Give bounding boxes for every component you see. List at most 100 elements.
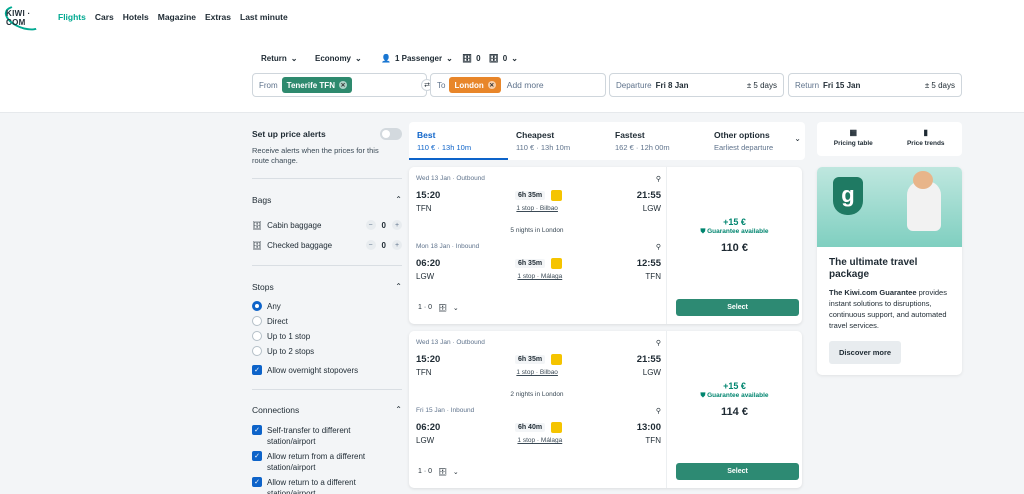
- arrival-airport: TFN: [645, 436, 661, 445]
- result-card[interactable]: Wed 13 Jan · Outbound ⚲ 15:20 6h 35m 21:…: [409, 331, 802, 488]
- nights-separator: 2 nights in London: [510, 391, 564, 398]
- chevron-up-icon[interactable]: ⌃: [395, 195, 402, 204]
- stops-direct[interactable]: Direct: [252, 316, 402, 326]
- return-to-checkbox[interactable]: ✓ Allow return to a different station/air…: [252, 477, 402, 494]
- guarantee-price: +15 €: [723, 381, 746, 391]
- check-icon[interactable]: ✓: [252, 365, 262, 375]
- select-button[interactable]: Select: [676, 463, 799, 480]
- plus-icon[interactable]: +: [392, 240, 402, 250]
- to-field[interactable]: To London ✕ Add more: [430, 73, 606, 97]
- nav-hotels[interactable]: Hotels: [122, 12, 149, 22]
- add-more-input[interactable]: Add more: [506, 80, 544, 90]
- bags-count: 1 · 0: [418, 468, 433, 475]
- radio[interactable]: [252, 316, 262, 326]
- nav-extras[interactable]: Extras: [205, 12, 232, 22]
- self-transfer-checkbox[interactable]: ✓ Self-transfer to different station/airp…: [252, 425, 402, 447]
- stop-info[interactable]: 1 stop · Málaga: [517, 437, 563, 444]
- tab-other-options[interactable]: Other options Earliest departure ⌄: [706, 122, 805, 160]
- nav-cars[interactable]: Cars: [94, 12, 114, 22]
- total-price: 114 €: [721, 406, 748, 418]
- nav-flights[interactable]: Flights: [58, 12, 86, 22]
- departure-field[interactable]: Departure Fri 8 Jan ± 5 days: [609, 73, 784, 97]
- cabin-select[interactable]: Economy ⌄: [315, 54, 362, 63]
- tab-cheapest[interactable]: Cheapest 110 € · 13h 10m: [508, 122, 607, 160]
- stop-info[interactable]: 1 stop · Málaga: [517, 273, 563, 280]
- chevron-down-icon: ⌄: [446, 54, 453, 63]
- leg-date: Mon 18 Jan: [416, 243, 450, 250]
- price-alerts-title: Set up price alerts: [252, 129, 326, 139]
- bags-summary[interactable]: 1 · 0 🗄 ⌄: [418, 468, 459, 476]
- chevron-up-icon[interactable]: ⌃: [395, 405, 402, 414]
- chevron-down-icon: ⌄: [452, 469, 459, 476]
- check-icon[interactable]: ✓: [252, 477, 262, 487]
- return-from-checkbox[interactable]: ✓ Allow return from a different station/a…: [252, 451, 402, 473]
- passengers-select[interactable]: 👤 1 Passenger ⌄: [381, 54, 453, 63]
- inbound-leg: Mon 18 Jan · Inbound ⚲ 06:20 6h 35m 12:5…: [416, 243, 661, 281]
- radio[interactable]: [252, 346, 262, 356]
- return-flex[interactable]: ± 5 days: [924, 80, 955, 90]
- return-to-label: Allow return to a different station/airp…: [267, 478, 356, 494]
- pin-icon[interactable]: ⚲: [655, 408, 661, 415]
- pin-icon[interactable]: ⚲: [655, 244, 661, 251]
- stops-up-to-1[interactable]: Up to 1 stop: [252, 331, 402, 341]
- result-card[interactable]: Wed 13 Jan · Outbound ⚲ 15:20 6h 35m 21:…: [409, 167, 802, 324]
- from-label: From: [259, 80, 278, 90]
- chevron-up-icon[interactable]: ⌃: [395, 282, 402, 291]
- checked-baggage-count: 0: [381, 240, 386, 250]
- pin-icon[interactable]: ⚲: [655, 340, 661, 347]
- plus-icon[interactable]: +: [392, 220, 402, 230]
- from-chip[interactable]: Tenerife TFN ✕: [281, 77, 352, 93]
- tab-best[interactable]: Best 110 € · 13h 10m: [409, 122, 508, 160]
- close-icon[interactable]: ✕: [338, 81, 347, 89]
- price-panel: +15 € ⛊ Guarantee available 114 € Select: [666, 331, 802, 488]
- minus-icon[interactable]: −: [365, 240, 376, 250]
- stop-info[interactable]: 1 stop · Bilbao: [516, 205, 558, 212]
- chevron-down-icon: ⌄: [794, 134, 801, 143]
- nav-magazine[interactable]: Magazine: [157, 12, 197, 22]
- pin-icon[interactable]: ⚲: [655, 176, 661, 183]
- arrival-time: 21:55: [636, 354, 661, 365]
- nights-separator: 5 nights in London: [510, 227, 564, 234]
- kiwi-logo[interactable]: KIWI · COM: [1, 0, 47, 36]
- return-field[interactable]: Return Fri 15 Jan ± 5 days: [788, 73, 962, 97]
- arrival-airport: TFN: [645, 272, 661, 281]
- bags-title: Bags: [252, 195, 272, 205]
- price-tools: ▦ Pricing table ▮ Price trends: [817, 122, 962, 156]
- chevron-down-icon: ⌄: [290, 54, 298, 63]
- tab-fastest[interactable]: Fastest 162 € · 12h 00m: [607, 122, 706, 160]
- stops-direct-label: Direct: [267, 316, 288, 326]
- stops-any[interactable]: Any: [252, 301, 402, 311]
- from-field[interactable]: From Tenerife TFN ✕: [252, 73, 427, 97]
- nav-last-minute[interactable]: Last minute: [240, 12, 288, 22]
- person-head: [913, 171, 933, 189]
- self-transfer-label: Self-transfer to different station/airpo…: [267, 426, 351, 446]
- grid-icon: ▦: [849, 128, 858, 137]
- price-alerts-toggle[interactable]: [380, 128, 402, 140]
- bags-select[interactable]: 🗄 0 🗄 0 ⌄: [462, 54, 518, 63]
- minus-icon[interactable]: −: [365, 220, 376, 230]
- radio-selected[interactable]: [252, 301, 262, 311]
- price-trends-button[interactable]: ▮ Price trends: [890, 122, 963, 156]
- departure-flex[interactable]: ± 5 days: [746, 80, 777, 90]
- bags-summary[interactable]: 1 · 0 🗄 ⌄: [418, 304, 459, 312]
- check-icon[interactable]: ✓: [252, 425, 262, 435]
- departure-time: 15:20: [416, 190, 441, 201]
- radio[interactable]: [252, 331, 262, 341]
- tab-sub: 110 € · 13h 10m: [516, 143, 571, 152]
- price-panel: +15 € ⛊ Guarantee available 110 € Select: [666, 167, 802, 324]
- close-icon[interactable]: ✕: [487, 81, 496, 89]
- trip-type-select[interactable]: Return ⌄: [261, 54, 297, 63]
- stops-up-to-2[interactable]: Up to 2 stops: [252, 346, 402, 356]
- discover-more-button[interactable]: Discover more: [829, 341, 902, 364]
- departure-airport: TFN: [416, 204, 432, 213]
- stop-info[interactable]: 1 stop · Bilbao: [516, 369, 558, 376]
- pricing-table-button[interactable]: ▦ Pricing table: [817, 122, 890, 156]
- to-label: To: [437, 80, 446, 90]
- person-illustration: [907, 181, 941, 231]
- check-icon[interactable]: ✓: [252, 451, 262, 461]
- shield-icon: ⛊: [700, 228, 706, 235]
- arrival-time: 21:55: [636, 190, 661, 201]
- select-button[interactable]: Select: [676, 299, 799, 316]
- to-chip[interactable]: London ✕: [449, 77, 501, 93]
- overnight-checkbox[interactable]: ✓ Allow overnight stopovers: [252, 365, 402, 375]
